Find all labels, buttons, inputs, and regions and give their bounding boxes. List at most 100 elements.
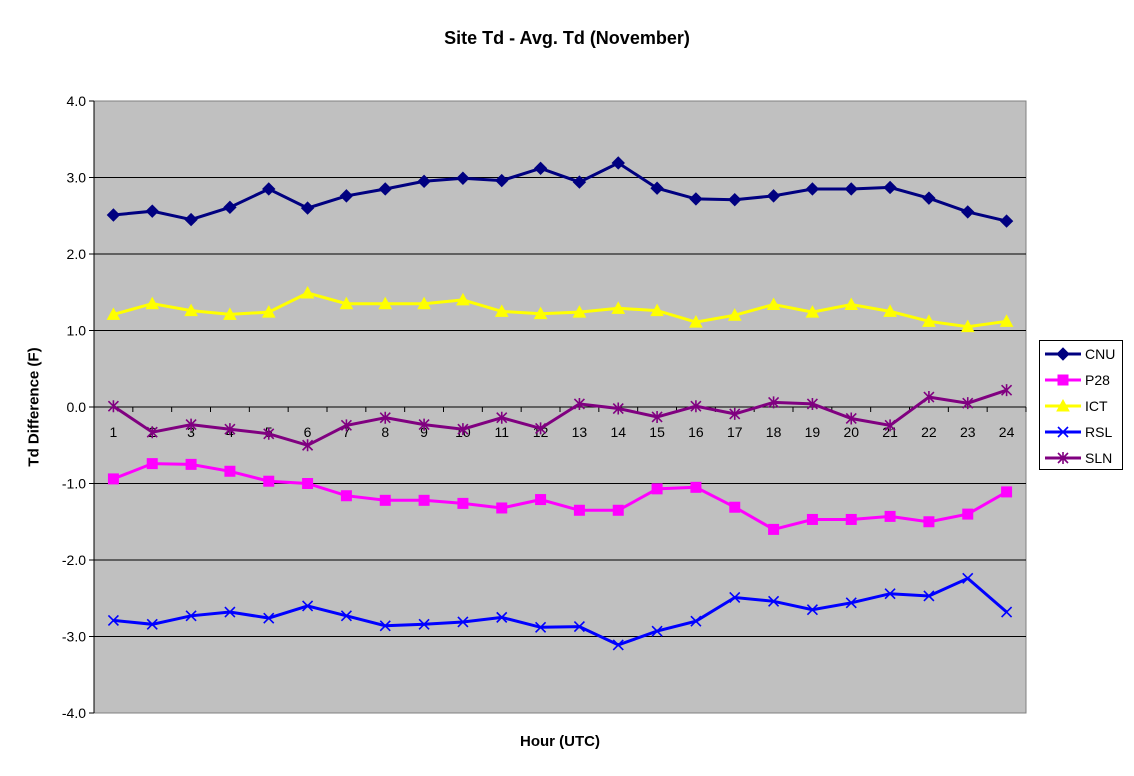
data-point-p28 bbox=[573, 504, 585, 516]
data-point-cnu bbox=[883, 180, 897, 195]
series-line-ict bbox=[113, 291, 1007, 329]
data-point-sln bbox=[612, 402, 624, 415]
legend-label-rsl: RSL bbox=[1085, 424, 1113, 440]
data-point-rsl bbox=[418, 618, 430, 630]
x-tick-label: 24 bbox=[999, 424, 1015, 440]
data-point-cnu bbox=[145, 204, 159, 218]
data-point-cnu bbox=[184, 212, 198, 227]
x-tick-label: 11 bbox=[494, 424, 509, 440]
series-line-sln bbox=[112, 388, 1008, 447]
data-point-rsl bbox=[768, 595, 780, 607]
legend-item-p28: P28 bbox=[1040, 367, 1122, 393]
data-point-sln bbox=[379, 411, 391, 424]
data-point-ict bbox=[456, 292, 470, 306]
series-rsl bbox=[107, 572, 1013, 651]
data-point-ict bbox=[106, 307, 121, 320]
data-point-cnu bbox=[611, 156, 625, 170]
y-tick-label: 1.0 bbox=[67, 323, 87, 339]
x-tick-label: 14 bbox=[610, 424, 626, 440]
data-point-sln bbox=[146, 426, 158, 439]
data-point-sln bbox=[884, 419, 896, 432]
x-tick-label: 9 bbox=[420, 424, 428, 440]
y-tick-label: -2.0 bbox=[62, 552, 86, 568]
data-point-sln bbox=[962, 397, 974, 410]
y-tick-label: -1.0 bbox=[62, 476, 86, 492]
data-point-ict bbox=[261, 305, 276, 318]
data-point-ict bbox=[300, 285, 315, 299]
data-point-rsl bbox=[806, 604, 818, 616]
data-point-ict bbox=[922, 314, 936, 327]
x-tick-label: 19 bbox=[805, 424, 821, 440]
data-point-ict bbox=[611, 301, 626, 314]
data-point-ict bbox=[223, 307, 237, 320]
data-point-ict bbox=[650, 303, 664, 317]
data-point-cnu bbox=[262, 182, 276, 196]
data-point-sln bbox=[263, 427, 275, 440]
legend-label-sln: SLN bbox=[1085, 450, 1113, 466]
series-line-cnu bbox=[113, 161, 1007, 223]
data-point-ict bbox=[378, 296, 393, 310]
series-line-rsl bbox=[113, 576, 1008, 647]
x-tick-label: 22 bbox=[921, 424, 937, 440]
data-point-ict bbox=[494, 304, 509, 317]
data-point-p28 bbox=[962, 508, 974, 520]
data-point-ict bbox=[766, 297, 781, 310]
legend-swatch-marker bbox=[1056, 347, 1070, 361]
data-point-sln bbox=[573, 397, 585, 410]
data-point-p28 bbox=[651, 483, 663, 495]
y-tick-label: 3.0 bbox=[67, 170, 87, 186]
data-point-sln bbox=[1001, 384, 1013, 397]
data-point-rsl bbox=[340, 610, 352, 622]
legend-swatch-marker bbox=[1057, 426, 1069, 438]
data-point-cnu bbox=[766, 189, 781, 203]
x-tick-label: 6 bbox=[304, 424, 312, 440]
legend-item-sln: SLN bbox=[1040, 445, 1122, 471]
data-point-ict bbox=[145, 296, 160, 310]
legend-item-rsl: RSL bbox=[1040, 419, 1122, 445]
data-point-p28 bbox=[535, 494, 547, 506]
data-point-cnu bbox=[999, 214, 1014, 228]
data-point-rsl bbox=[962, 572, 974, 584]
legend-swatch-sln bbox=[1045, 452, 1081, 464]
legend-swatch-rsl bbox=[1045, 426, 1081, 438]
data-point-rsl bbox=[146, 618, 158, 630]
data-point-ict bbox=[689, 315, 703, 328]
y-tick-label: -3.0 bbox=[62, 629, 86, 645]
data-point-rsl bbox=[923, 590, 935, 602]
data-point-sln bbox=[768, 396, 780, 409]
data-point-ict bbox=[883, 304, 897, 317]
data-point-p28 bbox=[496, 502, 508, 514]
data-point-p28 bbox=[923, 516, 935, 528]
data-point-sln bbox=[690, 400, 702, 413]
data-point-rsl bbox=[612, 639, 624, 651]
data-point-p28 bbox=[263, 475, 275, 487]
y-tick-label: 0.0 bbox=[67, 399, 87, 415]
x-tick-label: 20 bbox=[843, 424, 859, 440]
data-point-p28 bbox=[729, 501, 741, 513]
data-point-p28 bbox=[884, 510, 896, 522]
data-point-sln bbox=[457, 423, 469, 436]
data-point-rsl bbox=[651, 625, 663, 637]
data-point-rsl bbox=[729, 591, 741, 604]
legend: CNU P28 ICT RSL SLN bbox=[1039, 340, 1123, 470]
x-tick-label: 15 bbox=[649, 424, 665, 440]
data-point-rsl bbox=[379, 620, 391, 632]
data-point-sln bbox=[418, 418, 430, 431]
data-point-cnu bbox=[106, 208, 121, 222]
data-point-sln bbox=[845, 412, 857, 425]
data-point-ict bbox=[417, 296, 431, 310]
data-point-ict bbox=[184, 303, 198, 317]
x-tick-label: 17 bbox=[727, 424, 743, 440]
x-tick-label: 21 bbox=[882, 424, 898, 440]
data-point-rsl bbox=[496, 611, 508, 623]
data-point-ict bbox=[805, 305, 820, 318]
data-point-ict bbox=[844, 297, 859, 310]
data-point-sln bbox=[806, 397, 818, 410]
x-tick-label: 18 bbox=[766, 424, 782, 440]
data-point-ict bbox=[727, 308, 742, 321]
data-point-cnu bbox=[378, 182, 392, 196]
legend-swatch-p28 bbox=[1045, 374, 1081, 386]
data-point-cnu bbox=[922, 191, 936, 205]
series-p28 bbox=[107, 458, 1013, 535]
